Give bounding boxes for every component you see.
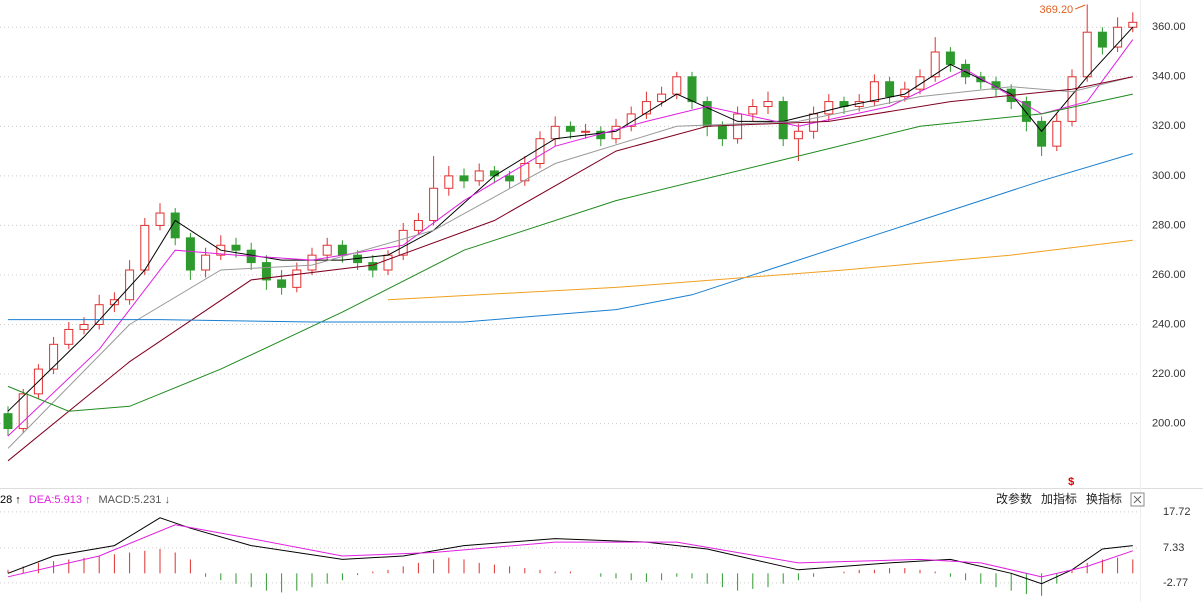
candle-body: [140, 224, 150, 271]
candle-body: [125, 269, 135, 301]
indicator-value: DEA:5.913: [29, 494, 82, 506]
candle-body: [201, 254, 211, 271]
y-tick-label: 240.00: [1152, 318, 1186, 330]
y-tick-label: 340.00: [1152, 71, 1186, 83]
candle-body: [717, 125, 727, 140]
candle-body: [748, 106, 758, 115]
close-button[interactable]: [1130, 492, 1145, 507]
candle-body: [109, 299, 119, 306]
candle-body: [535, 138, 545, 164]
candle-body: [550, 125, 560, 140]
candle-body: [991, 81, 1001, 90]
indicator-arrow: ↑: [85, 494, 91, 506]
moving-average: [7, 76, 1133, 462]
indicator-button[interactable]: 改参数: [996, 491, 1032, 506]
candle-body: [1097, 31, 1107, 48]
y-tick-label: 17.72: [1163, 506, 1191, 518]
candle-body: [641, 101, 651, 115]
indicator-value: MACD:5.231: [98, 494, 161, 506]
candle-body: [185, 237, 195, 271]
moving-average: [7, 26, 1134, 412]
candle-body: [1128, 21, 1138, 28]
candle-body: [292, 269, 302, 288]
moving-average: [8, 153, 1133, 323]
candle-body: [733, 113, 743, 140]
candle-body: [672, 76, 682, 95]
indicator-arrow: ↓: [164, 494, 170, 506]
candle-body: [307, 254, 317, 271]
candle-body: [79, 324, 89, 330]
candle-body: [930, 51, 940, 78]
candle-body: [49, 343, 59, 370]
candle-body: [900, 88, 910, 98]
candle-body: [459, 175, 469, 182]
candle-body: [383, 254, 393, 271]
candle-body: [94, 304, 104, 326]
candle-body: [3, 413, 13, 430]
candle-body: [444, 175, 454, 189]
y-tick-label: 300.00: [1152, 170, 1186, 182]
indicator-arrow: ↑: [15, 494, 21, 506]
candle-body: [489, 170, 499, 177]
candle-body: [368, 262, 378, 271]
candle-body: [337, 244, 347, 256]
macd-line: [7, 524, 1133, 578]
candle-body: [687, 76, 697, 103]
candle-body: [18, 393, 28, 430]
moving-average: [7, 76, 1133, 449]
moving-average: [387, 239, 1133, 301]
price-annotation: 369.20: [1040, 4, 1074, 16]
candle-body: [885, 81, 895, 98]
indicator-value: 28: [0, 494, 12, 506]
candle-body: [824, 101, 834, 115]
candle-body: [869, 81, 879, 103]
candle-body: [1082, 31, 1092, 78]
candle-body: [505, 175, 515, 182]
candle-body: [565, 125, 575, 132]
candle-body: [1113, 26, 1123, 48]
candle-body: [520, 162, 530, 182]
candle-body: [702, 101, 712, 127]
candle-body: [322, 244, 332, 256]
candle-body: [413, 219, 423, 231]
candle-body: [155, 212, 165, 226]
y-tick-label: -2.77: [1163, 577, 1188, 589]
candle-body: [763, 101, 773, 108]
candle-body: [915, 76, 925, 90]
candle-body: [429, 187, 439, 221]
candle-body: [261, 262, 271, 281]
candle-body: [581, 130, 591, 133]
candle-body: [1037, 120, 1047, 147]
candle-body: [1021, 101, 1031, 122]
indicator-button[interactable]: 加指标: [1041, 491, 1077, 506]
moving-average: [7, 39, 1134, 437]
moving-average: [7, 93, 1133, 412]
y-tick-label: 320.00: [1152, 120, 1186, 132]
candle-body: [170, 212, 180, 239]
candle-body: [474, 170, 484, 182]
candle-body: [277, 279, 287, 288]
annotation-arrow: [1075, 4, 1086, 10]
candle-body: [1052, 120, 1062, 147]
event-marker: $: [1068, 476, 1074, 488]
candle-body: [64, 328, 74, 345]
y-tick-label: 200.00: [1152, 418, 1186, 430]
y-tick-label: 360.00: [1152, 21, 1186, 33]
candle-body: [231, 244, 241, 251]
y-tick-label: 7.33: [1163, 542, 1184, 554]
candle-body: [793, 130, 803, 140]
macd-line: [7, 517, 1133, 585]
candle-body: [961, 63, 971, 78]
candle-body: [657, 93, 667, 103]
candle-body: [945, 51, 955, 65]
y-tick-label: 260.00: [1152, 269, 1186, 281]
candle-body: [611, 125, 621, 140]
indicator-button[interactable]: 换指标: [1086, 491, 1122, 506]
y-tick-label: 220.00: [1152, 368, 1186, 380]
candle-body: [626, 113, 636, 127]
y-tick-label: 280.00: [1152, 219, 1186, 231]
candle-body: [778, 101, 788, 140]
